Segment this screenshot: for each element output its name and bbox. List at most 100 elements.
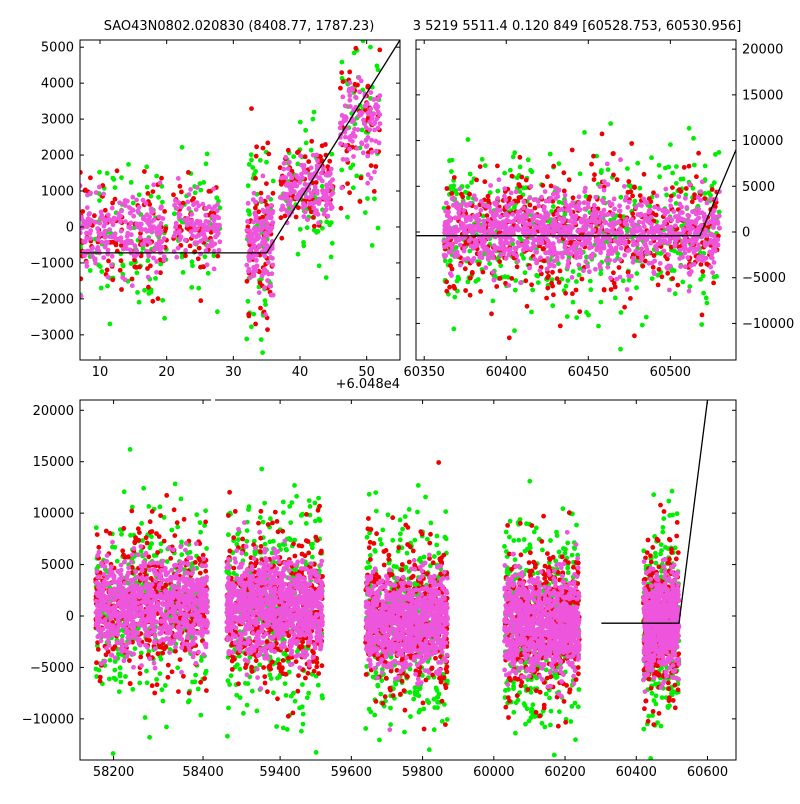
data-point [137, 300, 142, 305]
y-tick-label: 15000 [742, 88, 783, 103]
data-point [118, 268, 123, 273]
data-point [110, 277, 115, 282]
data-point [198, 680, 203, 685]
data-point [482, 223, 487, 228]
data-point [307, 174, 312, 179]
data-point [557, 161, 562, 166]
data-point [178, 544, 183, 549]
data-point [712, 260, 717, 265]
data-point [551, 292, 556, 297]
data-point [118, 220, 123, 225]
data-point [642, 172, 647, 177]
data-point [518, 280, 523, 285]
data-point [215, 208, 220, 213]
data-point [279, 236, 284, 241]
data-point [530, 169, 535, 174]
data-point [154, 677, 159, 682]
data-point [146, 504, 151, 509]
y-tick-label: 0 [66, 220, 74, 235]
data-point [657, 174, 662, 179]
data-point [95, 532, 100, 537]
data-point [121, 526, 126, 531]
data-point [286, 148, 291, 153]
data-point [374, 149, 379, 154]
data-point [366, 110, 371, 115]
data-point [678, 264, 683, 269]
data-point [679, 205, 684, 210]
data-point [303, 128, 308, 133]
data-point [505, 213, 510, 218]
data-point [665, 257, 670, 262]
data-point [254, 258, 259, 263]
data-point [265, 141, 270, 146]
data-point [212, 229, 217, 234]
data-point [106, 259, 111, 264]
data-point [502, 171, 507, 176]
data-point [152, 691, 157, 696]
data-point [147, 656, 152, 661]
data-point [196, 650, 201, 655]
data-point [486, 229, 491, 234]
data-point [454, 191, 459, 196]
data-point [716, 243, 721, 248]
data-point [516, 259, 521, 264]
chart-title-top-right: 3 5219 5511.4 0.120 849 [60528.753, 6053… [413, 19, 742, 34]
data-point [700, 179, 705, 184]
data-point [84, 231, 89, 236]
data-point [163, 683, 168, 688]
data-point [162, 258, 167, 263]
data-point [521, 206, 526, 211]
data-point [251, 312, 256, 317]
panel-top-right: 3 5219 5511.4 0.120 849 [60528.753, 6053… [404, 19, 795, 380]
data-point [582, 130, 587, 135]
data-point [145, 220, 150, 225]
data-point [178, 609, 183, 614]
data-point [443, 209, 448, 214]
data-point [491, 270, 496, 275]
data-point [130, 277, 135, 282]
data-point [657, 231, 662, 236]
data-point [548, 152, 553, 157]
data-point [630, 217, 635, 222]
data-point [609, 287, 614, 292]
data-point [488, 222, 493, 227]
data-point [160, 298, 165, 303]
data-point [681, 247, 686, 252]
data-point [444, 279, 449, 284]
data-point [619, 195, 624, 200]
data-point [589, 224, 594, 229]
data-point [331, 191, 336, 196]
data-point [341, 157, 346, 162]
data-point [309, 165, 314, 170]
data-point [175, 665, 180, 670]
data-point [636, 251, 641, 256]
data-point [592, 207, 597, 212]
data-point [135, 290, 140, 295]
data-point [506, 283, 511, 288]
data-point [249, 106, 254, 111]
data-point [104, 652, 109, 657]
data-point [370, 150, 375, 155]
data-point [574, 315, 579, 320]
data-point [369, 138, 374, 143]
data-point [88, 236, 93, 241]
data-point [703, 242, 708, 247]
data-point [685, 255, 690, 260]
data-point [689, 219, 694, 224]
data-point [145, 541, 150, 546]
data-point [448, 263, 453, 268]
data-point [207, 189, 212, 194]
data-point [181, 270, 186, 275]
data-point [577, 309, 582, 314]
plot-area-bottom [93, 400, 707, 761]
data-point [119, 532, 124, 537]
data-point [516, 199, 521, 204]
data-point [634, 271, 639, 276]
data-point [159, 221, 164, 226]
data-point [545, 256, 550, 261]
data-point [144, 164, 149, 169]
data-point [574, 255, 579, 260]
data-point [205, 244, 210, 249]
data-point [298, 153, 303, 158]
